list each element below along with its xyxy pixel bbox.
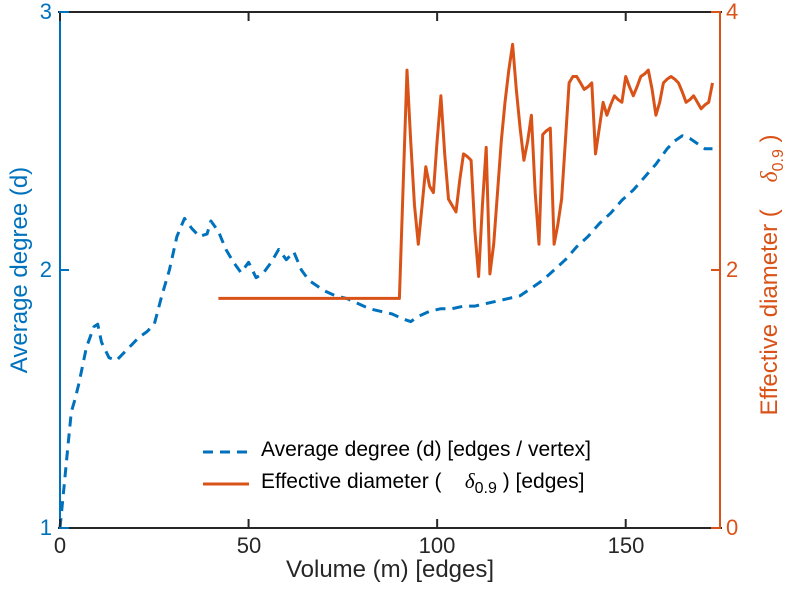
legend-item-average-degree: Average degree (d) [edges / vertex] bbox=[203, 436, 591, 468]
y-right-tick-label-2: 2 bbox=[726, 257, 739, 282]
series-line-0 bbox=[58, 134, 713, 529]
y-right-tick-label-1: 0 bbox=[726, 515, 739, 540]
y-left-axis-label: Average degree (d) bbox=[6, 166, 33, 374]
x-tick-label-50: 50 bbox=[236, 533, 262, 558]
legend-solid-line-sample bbox=[203, 482, 249, 486]
x-tick-label-150: 150 bbox=[607, 533, 645, 558]
y-right-axis-label: Effective diameter ( δ0.9 ) bbox=[755, 15, 787, 535]
delta-symbol: δ bbox=[757, 171, 783, 183]
legend-post-2: ) [edges] bbox=[496, 470, 585, 494]
legend-item-effective-diameter: Effective diameter ( δ0.9 ) [edges] bbox=[203, 468, 591, 500]
x-axis-label: Volume (m) [edges] bbox=[285, 556, 495, 583]
y-right-label-close: ) bbox=[756, 134, 783, 150]
y-left-tick-label-1: 1 bbox=[39, 515, 52, 540]
legend-dashed-line-sample bbox=[203, 450, 249, 454]
y-right-label-text: Effective diameter ( bbox=[756, 182, 783, 416]
delta-subscript: 0.9 bbox=[769, 149, 787, 172]
y-right-tick-label-3: 4 bbox=[726, 0, 739, 24]
legend-label-effective-diameter: Effective diameter ( δ0.9 ) [edges] bbox=[261, 469, 584, 498]
x-tick-label-0: 0 bbox=[53, 533, 67, 558]
legend-label-average-degree: Average degree (d) [edges / vertex] bbox=[261, 437, 591, 466]
legend-text-1: Average degree (d) [edges / vertex] bbox=[261, 438, 591, 462]
y-left-tick-label-2: 2 bbox=[39, 257, 52, 282]
x-tick-label-100: 100 bbox=[418, 533, 456, 558]
series-line-1 bbox=[218, 42, 714, 300]
legend-sub-2: 0.9 bbox=[474, 480, 497, 498]
legend-sym-2: δ bbox=[464, 469, 475, 494]
legend: Average degree (d) [edges / vertex] Effe… bbox=[203, 436, 591, 500]
legend-text-2: Effective diameter ( bbox=[261, 470, 465, 494]
y-left-tick-label-3: 3 bbox=[39, 0, 52, 24]
